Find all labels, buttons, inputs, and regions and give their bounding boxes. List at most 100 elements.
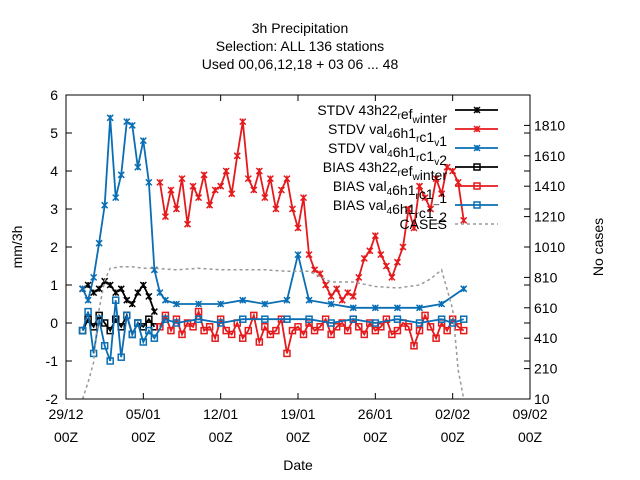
x-tick-label: 05/01 [126,406,161,422]
legend-label: BIAS val46h1rc1_1 [333,178,447,206]
data-point [459,326,468,335]
data-point [161,315,170,323]
data-point [393,304,401,312]
data-point [473,144,481,152]
data-point [322,281,330,289]
data-point [460,216,468,224]
data-point [255,338,264,346]
data-point [432,334,440,342]
data-point [272,205,280,213]
y-tick-label: 3 [50,201,58,217]
data-point [415,319,424,327]
plot-frame [65,94,531,400]
data-point [222,326,230,335]
data-point [415,182,424,190]
data-point [239,334,247,342]
data-point [90,289,98,297]
data-point [128,121,136,129]
data-point [388,273,396,281]
legend-item: CASES [400,216,498,232]
data-point [156,178,164,186]
data-point [327,300,335,308]
data-point [443,163,451,171]
data-point [139,137,147,145]
data-point [261,315,269,323]
data-point [355,273,363,281]
x-tick-label: 02/02 [435,406,470,422]
data-point [123,118,131,126]
data-point [178,330,186,339]
data-point [206,201,214,209]
title-line: Selection: ALL 136 stations [216,38,384,54]
data-point [305,315,313,323]
data-point [332,323,341,331]
data-point [79,285,87,293]
data-point [261,323,269,331]
data-point [189,182,197,190]
data-point [288,205,297,213]
data-point [117,285,125,293]
y2-tick-label: 10 [534,391,550,407]
legend-item: BIAS val46h1rc1_1 [333,178,498,206]
data-point [454,323,462,331]
data-point [239,315,247,323]
x-tick-label: 00Z [286,429,311,445]
legend-label: STDV val46h1rc1v1 [328,121,447,149]
data-point [216,319,225,327]
legend-label: STDV 43h22refwinter [317,102,447,126]
data-point [448,319,457,327]
data-point [377,251,385,259]
data-point [393,315,402,323]
data-point [161,213,169,221]
data-point [183,220,192,228]
data-point [294,323,302,331]
data-point [327,330,335,339]
data-point [111,315,120,323]
data-point [437,315,446,323]
data-point [227,330,236,339]
data-point [123,296,131,304]
data-point [84,281,92,289]
x-tick-label: 29/12 [48,406,83,422]
series-bias-val-46h1-rc1-2 [78,296,468,365]
data-point [266,175,274,183]
y2-tick-label: 810 [534,269,558,285]
legend-label: BIAS 43h22refwinter [323,159,448,183]
data-point [454,178,462,186]
data-point [117,353,125,361]
data-point [100,319,109,327]
data-point [460,285,468,293]
data-point [473,106,481,114]
data-point [438,300,446,308]
data-point [100,342,109,350]
series-stdv-val-46h1-rc1-v1 [156,118,468,304]
data-point [250,186,258,194]
data-point [239,118,247,126]
data-point [134,289,142,297]
y2-axis-label: No cases [590,218,606,276]
data-point [388,330,396,339]
data-point [111,296,120,304]
y-tick-label: 0 [50,315,58,331]
data-point [473,201,481,209]
data-point [194,315,203,323]
data-point [112,289,120,297]
data-point [261,300,269,308]
y-tick-label: -2 [46,391,59,407]
data-point [426,323,435,331]
data-point [139,281,147,289]
data-point [294,224,302,232]
x-tick-label: 00Z [363,429,388,445]
data-point [128,300,136,308]
data-point [327,292,335,300]
data-point [393,258,401,266]
data-point [299,194,308,202]
legend-label: BIAS val46h1rc1_2 [333,197,447,225]
data-point [371,326,380,335]
data-point [305,296,313,304]
y2-tick-label: 1210 [534,209,565,225]
data-point [349,304,357,312]
data-point [128,330,137,339]
